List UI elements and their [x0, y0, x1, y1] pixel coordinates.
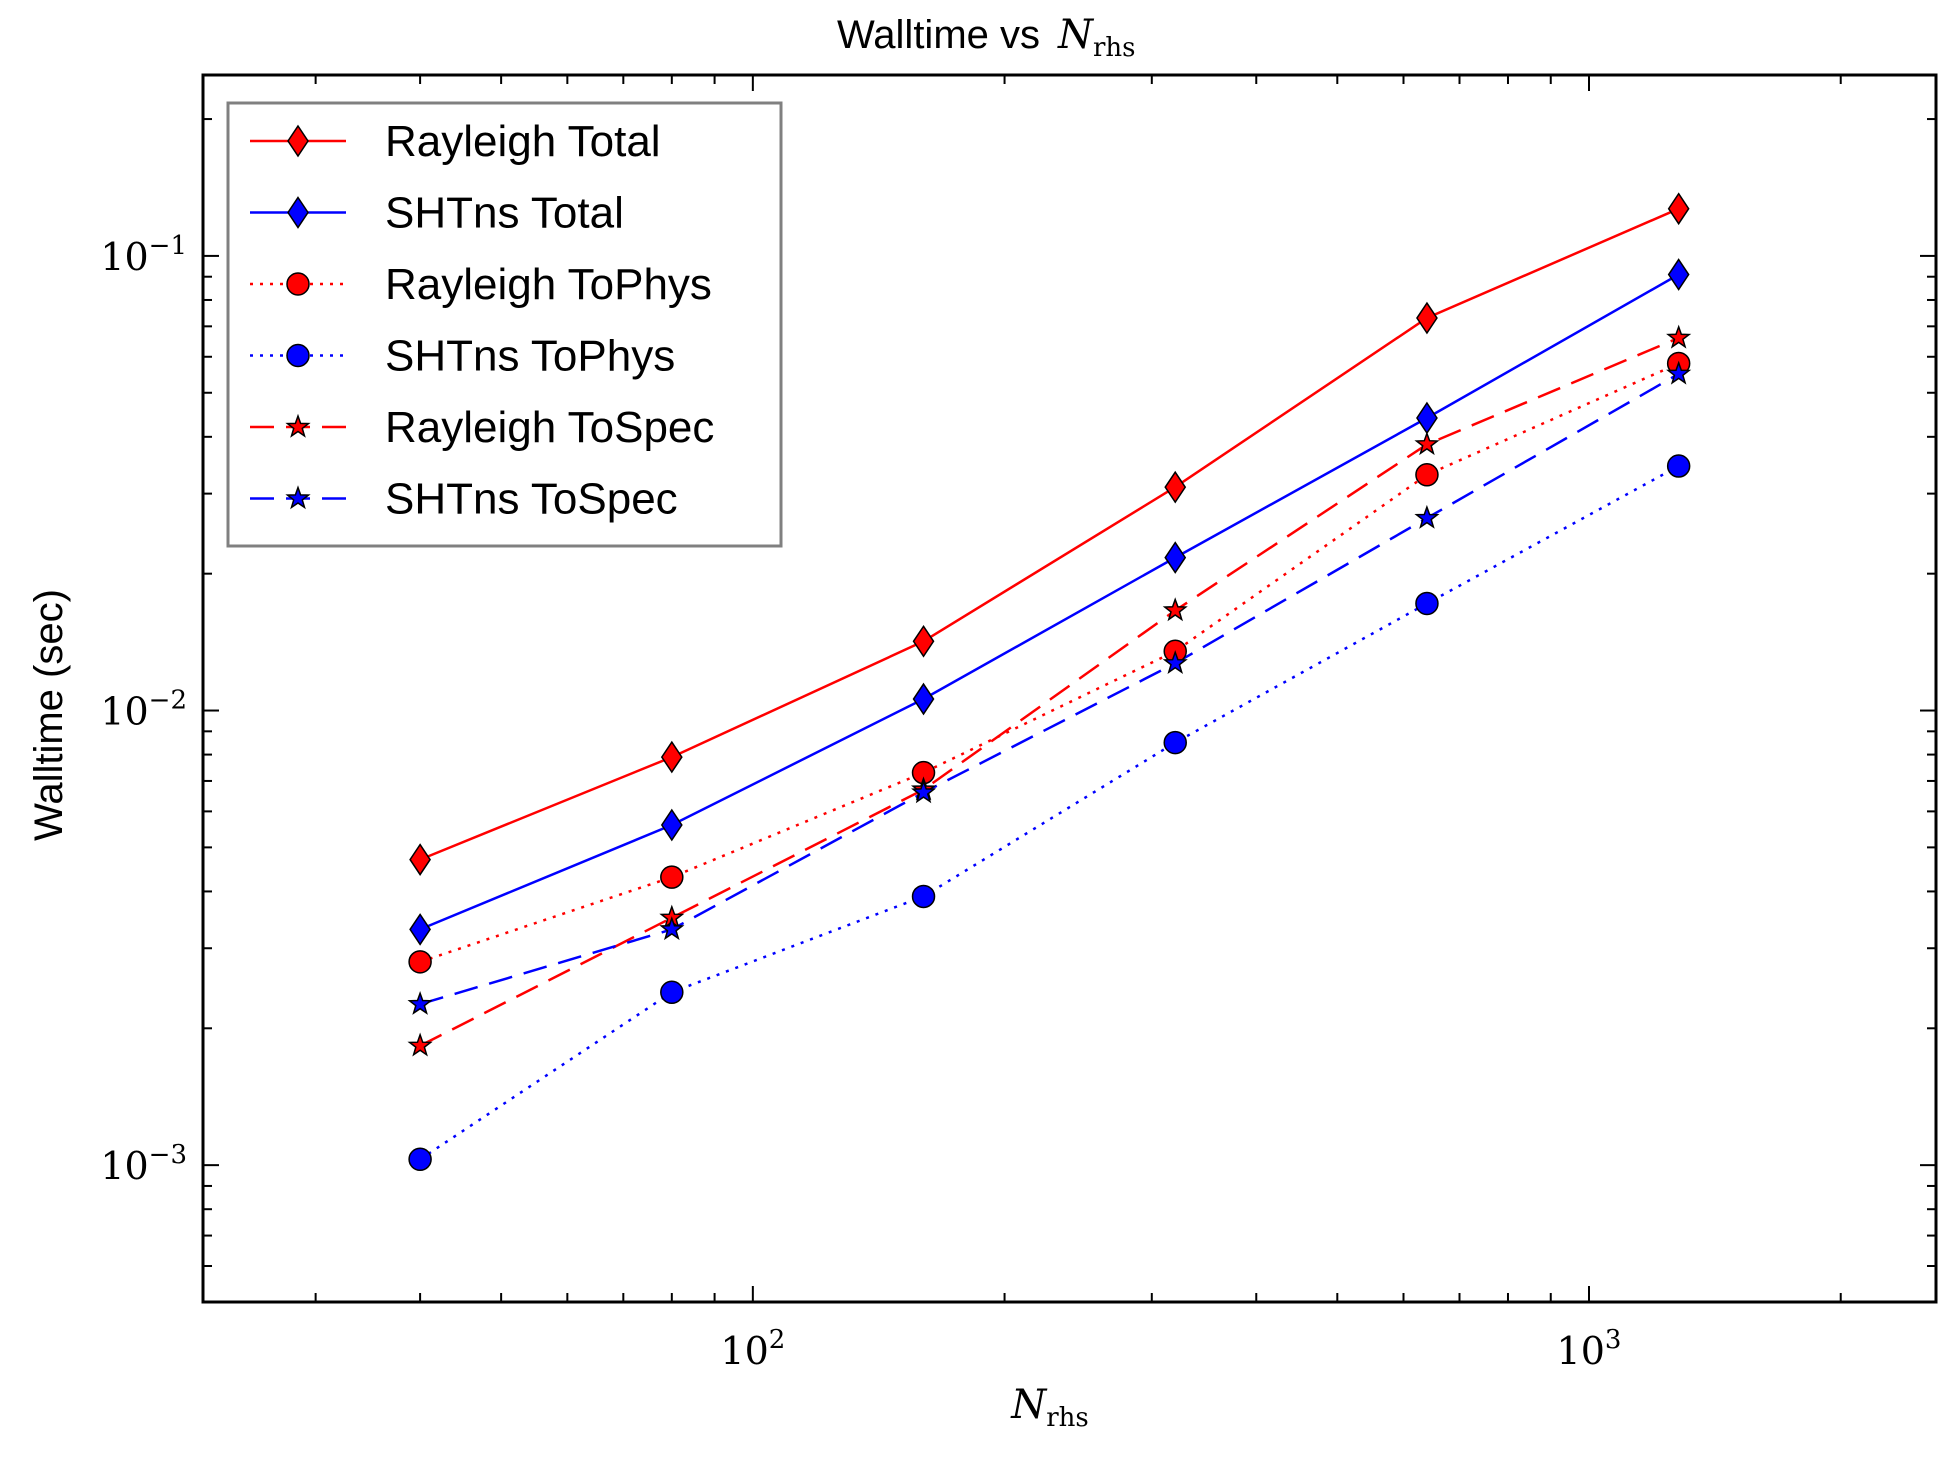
data-point-star — [1666, 324, 1692, 349]
data-point-diamond — [1416, 301, 1438, 335]
legend-box — [226, 101, 783, 548]
plot-frame — [201, 73, 1938, 1304]
y-tick-label: 10−1 — [100, 231, 187, 279]
data-point-circle — [660, 865, 684, 889]
series-line — [419, 372, 1680, 1006]
data-point-circle — [1666, 454, 1691, 478]
data-point-circle — [1163, 730, 1187, 755]
data-point-diamond — [1667, 258, 1690, 291]
chart-title: Walltime vs — [837, 13, 1040, 57]
data-point-star — [407, 990, 433, 1015]
data-point-diamond — [660, 808, 683, 842]
legend-label: Rayleigh ToPhys — [385, 260, 712, 309]
series-line — [419, 336, 1680, 1047]
legend-label: Rayleigh Total — [385, 117, 661, 166]
x-axis-label: Nrhs — [1010, 1382, 1089, 1433]
data-point-diamond — [409, 843, 432, 876]
data-point-diamond — [1164, 470, 1187, 504]
y-tick-label: 10−3 — [100, 1140, 187, 1188]
data-point-diamond — [912, 624, 935, 658]
legend-label: SHTns ToSpec — [385, 475, 678, 524]
legend-marker-diamond — [287, 124, 309, 158]
x-tick-label: 102 — [720, 1325, 785, 1373]
legend-marker-diamond — [287, 196, 309, 229]
legend-marker-star — [285, 485, 311, 510]
series-markers — [407, 192, 1692, 1172]
legend: Rayleigh Total SHTns Total Rayleigh ToPhys… — [226, 101, 783, 548]
tick-labels: 102 103 10−3 10−2 10−1 — [100, 231, 1621, 1373]
data-point-circle — [408, 1147, 432, 1172]
data-point-star — [911, 779, 937, 804]
data-point-circle — [911, 884, 936, 909]
data-point-diamond — [1667, 192, 1690, 226]
data-point-circle — [1415, 463, 1439, 487]
data-point-diamond — [660, 740, 683, 774]
legend-label: SHTns ToPhys — [385, 332, 675, 381]
legend-marker-star — [285, 413, 311, 438]
y-axis-label: Walltime (sec) — [27, 589, 71, 841]
series-line — [419, 273, 1680, 931]
data-point-circle — [1415, 591, 1439, 616]
y-tick-label: 10−2 — [100, 686, 187, 734]
legend-marker-circle — [286, 343, 310, 368]
data-point-star — [1414, 431, 1440, 456]
legend-marker-circle — [286, 272, 310, 296]
series-line — [419, 464, 1680, 1161]
data-point-star — [1162, 650, 1188, 675]
chart-title-symbol: Nrhs — [1057, 12, 1136, 63]
legend-label: SHTns Total — [385, 189, 624, 238]
data-point-circle — [660, 980, 684, 1005]
data-point-star — [1666, 360, 1692, 385]
series-lines — [419, 207, 1680, 1161]
data-point-circle — [408, 950, 432, 974]
series-line — [419, 207, 1680, 861]
data-point-star — [659, 916, 685, 941]
data-point-diamond — [1164, 541, 1187, 574]
legend-label: Rayleigh ToSpec — [385, 403, 714, 452]
x-tick-label: 103 — [1557, 1325, 1622, 1373]
data-point-diamond — [409, 913, 432, 946]
data-point-star — [1414, 504, 1440, 529]
series-line — [419, 362, 1680, 964]
data-point-star — [407, 1032, 433, 1057]
data-point-star — [1162, 597, 1188, 622]
data-point-diamond — [912, 682, 935, 716]
